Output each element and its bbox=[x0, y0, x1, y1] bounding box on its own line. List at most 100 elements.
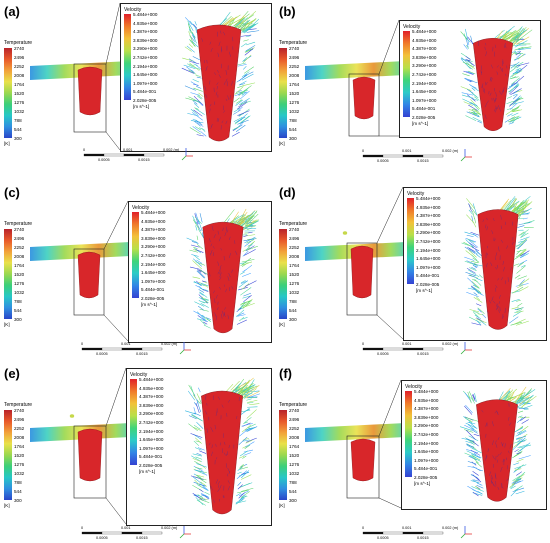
scale-bar-label: 0.001 bbox=[123, 148, 133, 152]
main-scene bbox=[305, 19, 425, 137]
temperature-tick: 2740 bbox=[289, 227, 300, 232]
scale-bar-segment bbox=[121, 347, 143, 351]
temperature-tick: 2496 bbox=[289, 417, 300, 422]
scale-bar-segment bbox=[362, 347, 384, 351]
temperature-tick: 1276 bbox=[14, 281, 25, 286]
velocity-tick: 2.028e-005 bbox=[141, 296, 165, 301]
scale-bar-label: 0.001 bbox=[402, 342, 412, 346]
axis-triad bbox=[460, 149, 472, 162]
velocity-legend-title: Velocity bbox=[407, 191, 425, 197]
temperature-tick: 544 bbox=[14, 127, 22, 132]
main-scene bbox=[30, 200, 150, 342]
scale-bar bbox=[362, 154, 444, 158]
temperature-tick: 1520 bbox=[289, 272, 300, 277]
panel-b: (b) Temperature 2740 2496 2252 2008 1764 1520… bbox=[275, 0, 550, 181]
velocity-tick: 1.645e+000 bbox=[412, 89, 437, 95]
velocity-tick: 2.194e+000 bbox=[141, 261, 166, 267]
panel-label: (b) bbox=[279, 4, 296, 19]
zoom-region-box bbox=[348, 73, 380, 137]
velocity-unit: [m s^-1] bbox=[414, 481, 431, 486]
zoom-scene bbox=[460, 25, 533, 131]
velocity-colorbar bbox=[403, 31, 410, 117]
velocity-tick: 3.839e+000 bbox=[141, 235, 166, 241]
melt-pool bbox=[350, 438, 376, 482]
velocity-legend-title: Velocity bbox=[130, 372, 148, 378]
temperature-unit: [K] bbox=[4, 141, 10, 146]
velocity-tick: 5.484e-001 bbox=[414, 466, 438, 472]
velocity-tick: 4.935e+000 bbox=[412, 37, 437, 43]
spatter-droplet bbox=[342, 231, 348, 235]
scale-bar-segment bbox=[121, 531, 143, 535]
temperature-legend-title: Temperature bbox=[4, 402, 33, 408]
melt-pool bbox=[350, 245, 374, 299]
inset-zoom: Velocity 5.484e+000 4.935e+000 4.387e+000 3… bbox=[126, 368, 272, 526]
scale-bar-label: 0.0005 bbox=[377, 536, 389, 540]
velocity-tick: 4.935e+000 bbox=[416, 204, 441, 210]
velocity-tick: 1.645e+000 bbox=[416, 256, 441, 262]
velocity-colorbar bbox=[407, 198, 414, 284]
scale-bar-label: 0.0005 bbox=[96, 352, 108, 356]
velocity-tick: 5.484e+000 bbox=[416, 196, 441, 201]
temperature-tick: 1764 bbox=[289, 263, 300, 268]
panel-a: (a) Temperature 2740 2496 2252 2008 1764 1520… bbox=[0, 0, 275, 181]
velocity-tick: 1.097e+000 bbox=[414, 457, 439, 463]
velocity-unit: [m s^-1] bbox=[133, 104, 150, 109]
scale-bar-segment bbox=[83, 153, 105, 157]
velocity-tick: 1.645e+000 bbox=[414, 449, 439, 455]
scale-bar-label: 0 bbox=[81, 342, 84, 346]
velocity-tick: 3.839e+000 bbox=[416, 221, 441, 227]
temperature-tick: 2252 bbox=[14, 245, 25, 250]
scale-bar-label: 0.002 (m) bbox=[163, 148, 180, 152]
velocity-tick: 4.387e+000 bbox=[412, 46, 437, 52]
melt-pool bbox=[77, 66, 103, 116]
scale-bar-label: 0.0005 bbox=[377, 352, 389, 356]
y-axis bbox=[460, 156, 466, 162]
velocity-tick: 3.290e+000 bbox=[414, 423, 439, 429]
velocity-tick: 5.484e+000 bbox=[139, 377, 164, 382]
temperature-tick: 1764 bbox=[14, 444, 25, 449]
connector-line bbox=[378, 379, 402, 437]
velocity-tick: 1.645e+000 bbox=[139, 437, 164, 443]
connector-line bbox=[105, 2, 121, 65]
temperature-colorbar bbox=[279, 229, 287, 319]
temperature-tick: 2252 bbox=[14, 426, 25, 431]
temperature-tick: 544 bbox=[289, 489, 297, 494]
temperature-tick: 300 bbox=[14, 136, 22, 141]
scale-bar-label: 0.0015 bbox=[417, 159, 429, 163]
scale-bar-label: 0.0015 bbox=[138, 158, 150, 162]
temperature-tick: 1032 bbox=[14, 290, 25, 295]
velocity-tick: 4.935e+000 bbox=[414, 397, 439, 403]
velocity-legend-title: Velocity bbox=[405, 384, 423, 390]
scale-bar-label: 0.0015 bbox=[136, 352, 148, 356]
scale-bar-segment bbox=[402, 347, 424, 351]
temperature-tick: 1276 bbox=[14, 462, 25, 467]
temperature-tick: 2008 bbox=[289, 73, 300, 78]
surface-vectors bbox=[205, 394, 240, 503]
velocity-tick: 4.387e+000 bbox=[133, 29, 158, 35]
panel-c: (c) Temperature 2740 2496 2252 2008 1764 1520… bbox=[0, 181, 275, 362]
velocity-tick: 3.839e+000 bbox=[414, 414, 439, 420]
scale-bar-label: 0 bbox=[362, 342, 365, 346]
velocity-tick: 3.290e+000 bbox=[133, 46, 158, 52]
temperature-tick: 1764 bbox=[14, 82, 25, 87]
temperature-colorbar bbox=[4, 410, 12, 500]
zoom-scene bbox=[186, 208, 260, 334]
scale-bar-segment bbox=[362, 531, 384, 535]
temperature-tick: 2740 bbox=[14, 46, 25, 51]
connector-line bbox=[378, 497, 402, 509]
scale-bar-label: 0.0005 bbox=[98, 158, 110, 162]
scale-bar bbox=[362, 347, 444, 351]
scale-bar-segment bbox=[101, 531, 123, 535]
melt-pool-zoom bbox=[477, 209, 519, 330]
melt-pool-zoom bbox=[196, 24, 242, 142]
temperature-tick: 2496 bbox=[14, 417, 25, 422]
scale-bar-label: 0.002 (m) bbox=[161, 526, 178, 530]
substrate-slab bbox=[30, 241, 150, 261]
velocity-tick: 2.742e+000 bbox=[139, 420, 164, 425]
velocity-tick: 3.290e+000 bbox=[412, 63, 437, 69]
axis-triad bbox=[179, 526, 191, 539]
velocity-tick: 5.484e-001 bbox=[141, 287, 165, 293]
temperature-tick: 2496 bbox=[14, 55, 25, 60]
velocity-tick: 2.194e+000 bbox=[414, 440, 439, 446]
scale-bar bbox=[81, 531, 163, 535]
